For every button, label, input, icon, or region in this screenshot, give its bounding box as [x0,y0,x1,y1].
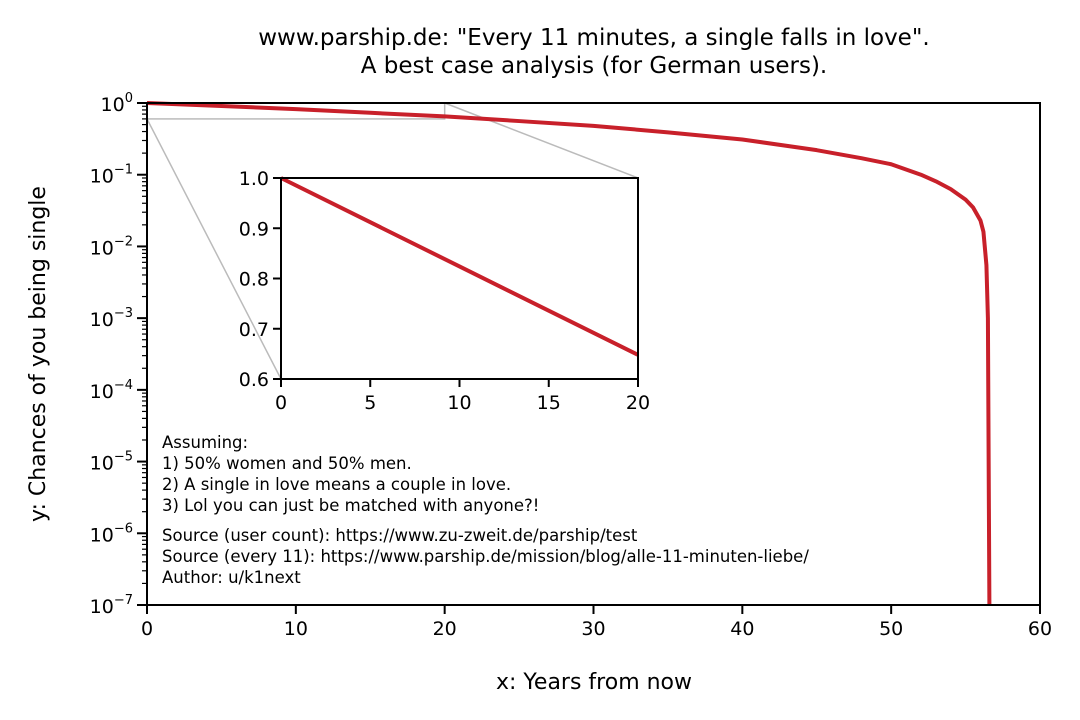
y-tick-label: 10−6 [90,521,133,546]
inset-x-tick-label: 20 [626,392,650,414]
x-axis-label: x: Years from now [496,670,692,695]
y-tick-label: 10−4 [90,378,133,403]
y-axis-label: y: Chances of you being single [26,186,51,522]
main-axis-ticks: 0 10 20 30 40 50 6010010−110−210−310−410−510−6… [90,91,1052,640]
annotation-block: Assuming: 1) 50% women and 50% men. 2) A… [162,433,809,587]
annotation-line: 3) Lol you can just be matched with anyo… [162,496,539,515]
inset-y-tick-label: 0.9 [239,218,269,240]
inset-axis-ticks: 0 5 10 15 20 1.0 0.9 0.8 0.7 0.6 [239,168,650,414]
inset-series-layer [280,176,639,357]
y-tick-label: 10−5 [90,450,133,475]
inset-background [281,178,638,379]
series-line [146,101,992,606]
x-tick-label: 30 [581,618,605,640]
inset-y-tick-label: 0.7 [239,319,269,341]
annotation-line: 1) 50% women and 50% men. [162,454,412,473]
inset-x-tick-label: 5 [364,392,376,414]
zoom-connector-line [146,118,282,380]
y-tick-label: 10−2 [90,234,133,259]
chart-title: www.parship.de: "Every 11 minutes, a sin… [258,25,929,51]
y-tick-label: 10−1 [90,163,133,188]
annotation-line: 2) A single in love means a couple in lo… [162,475,511,494]
x-tick-label: 20 [433,618,457,640]
inset-x-tick-label: 15 [537,392,561,414]
main-series-layer [146,101,992,606]
x-tick-label: 0 [141,618,153,640]
x-tick-label: 10 [284,618,308,640]
x-tick-label: 60 [1028,618,1052,640]
inset-series-line [280,176,639,357]
zoom-connector-line [444,102,639,179]
inset-y-tick-label: 0.8 [239,269,269,291]
x-tick-label: 40 [730,618,754,640]
y-tick-label: 100 [101,91,133,116]
inset-x-tick-label: 0 [275,392,287,414]
annotation-line: Source (user count): https://www.zu-zwei… [162,526,638,545]
x-tick-label: 50 [879,618,903,640]
chart-subtitle: A best case analysis (for German users). [361,53,827,79]
inset-x-tick-label: 10 [447,392,471,414]
inset-y-tick-label: 1.0 [239,168,269,190]
annotation-line: Source (every 11): https://www.parship.d… [162,547,809,566]
annotation-line: Assuming: [162,433,248,452]
y-tick-label: 10−7 [90,593,133,618]
y-tick-label: 10−3 [90,306,133,331]
inset-y-tick-label: 0.6 [239,369,269,391]
annotation-line: Author: u/k1next [162,568,301,587]
